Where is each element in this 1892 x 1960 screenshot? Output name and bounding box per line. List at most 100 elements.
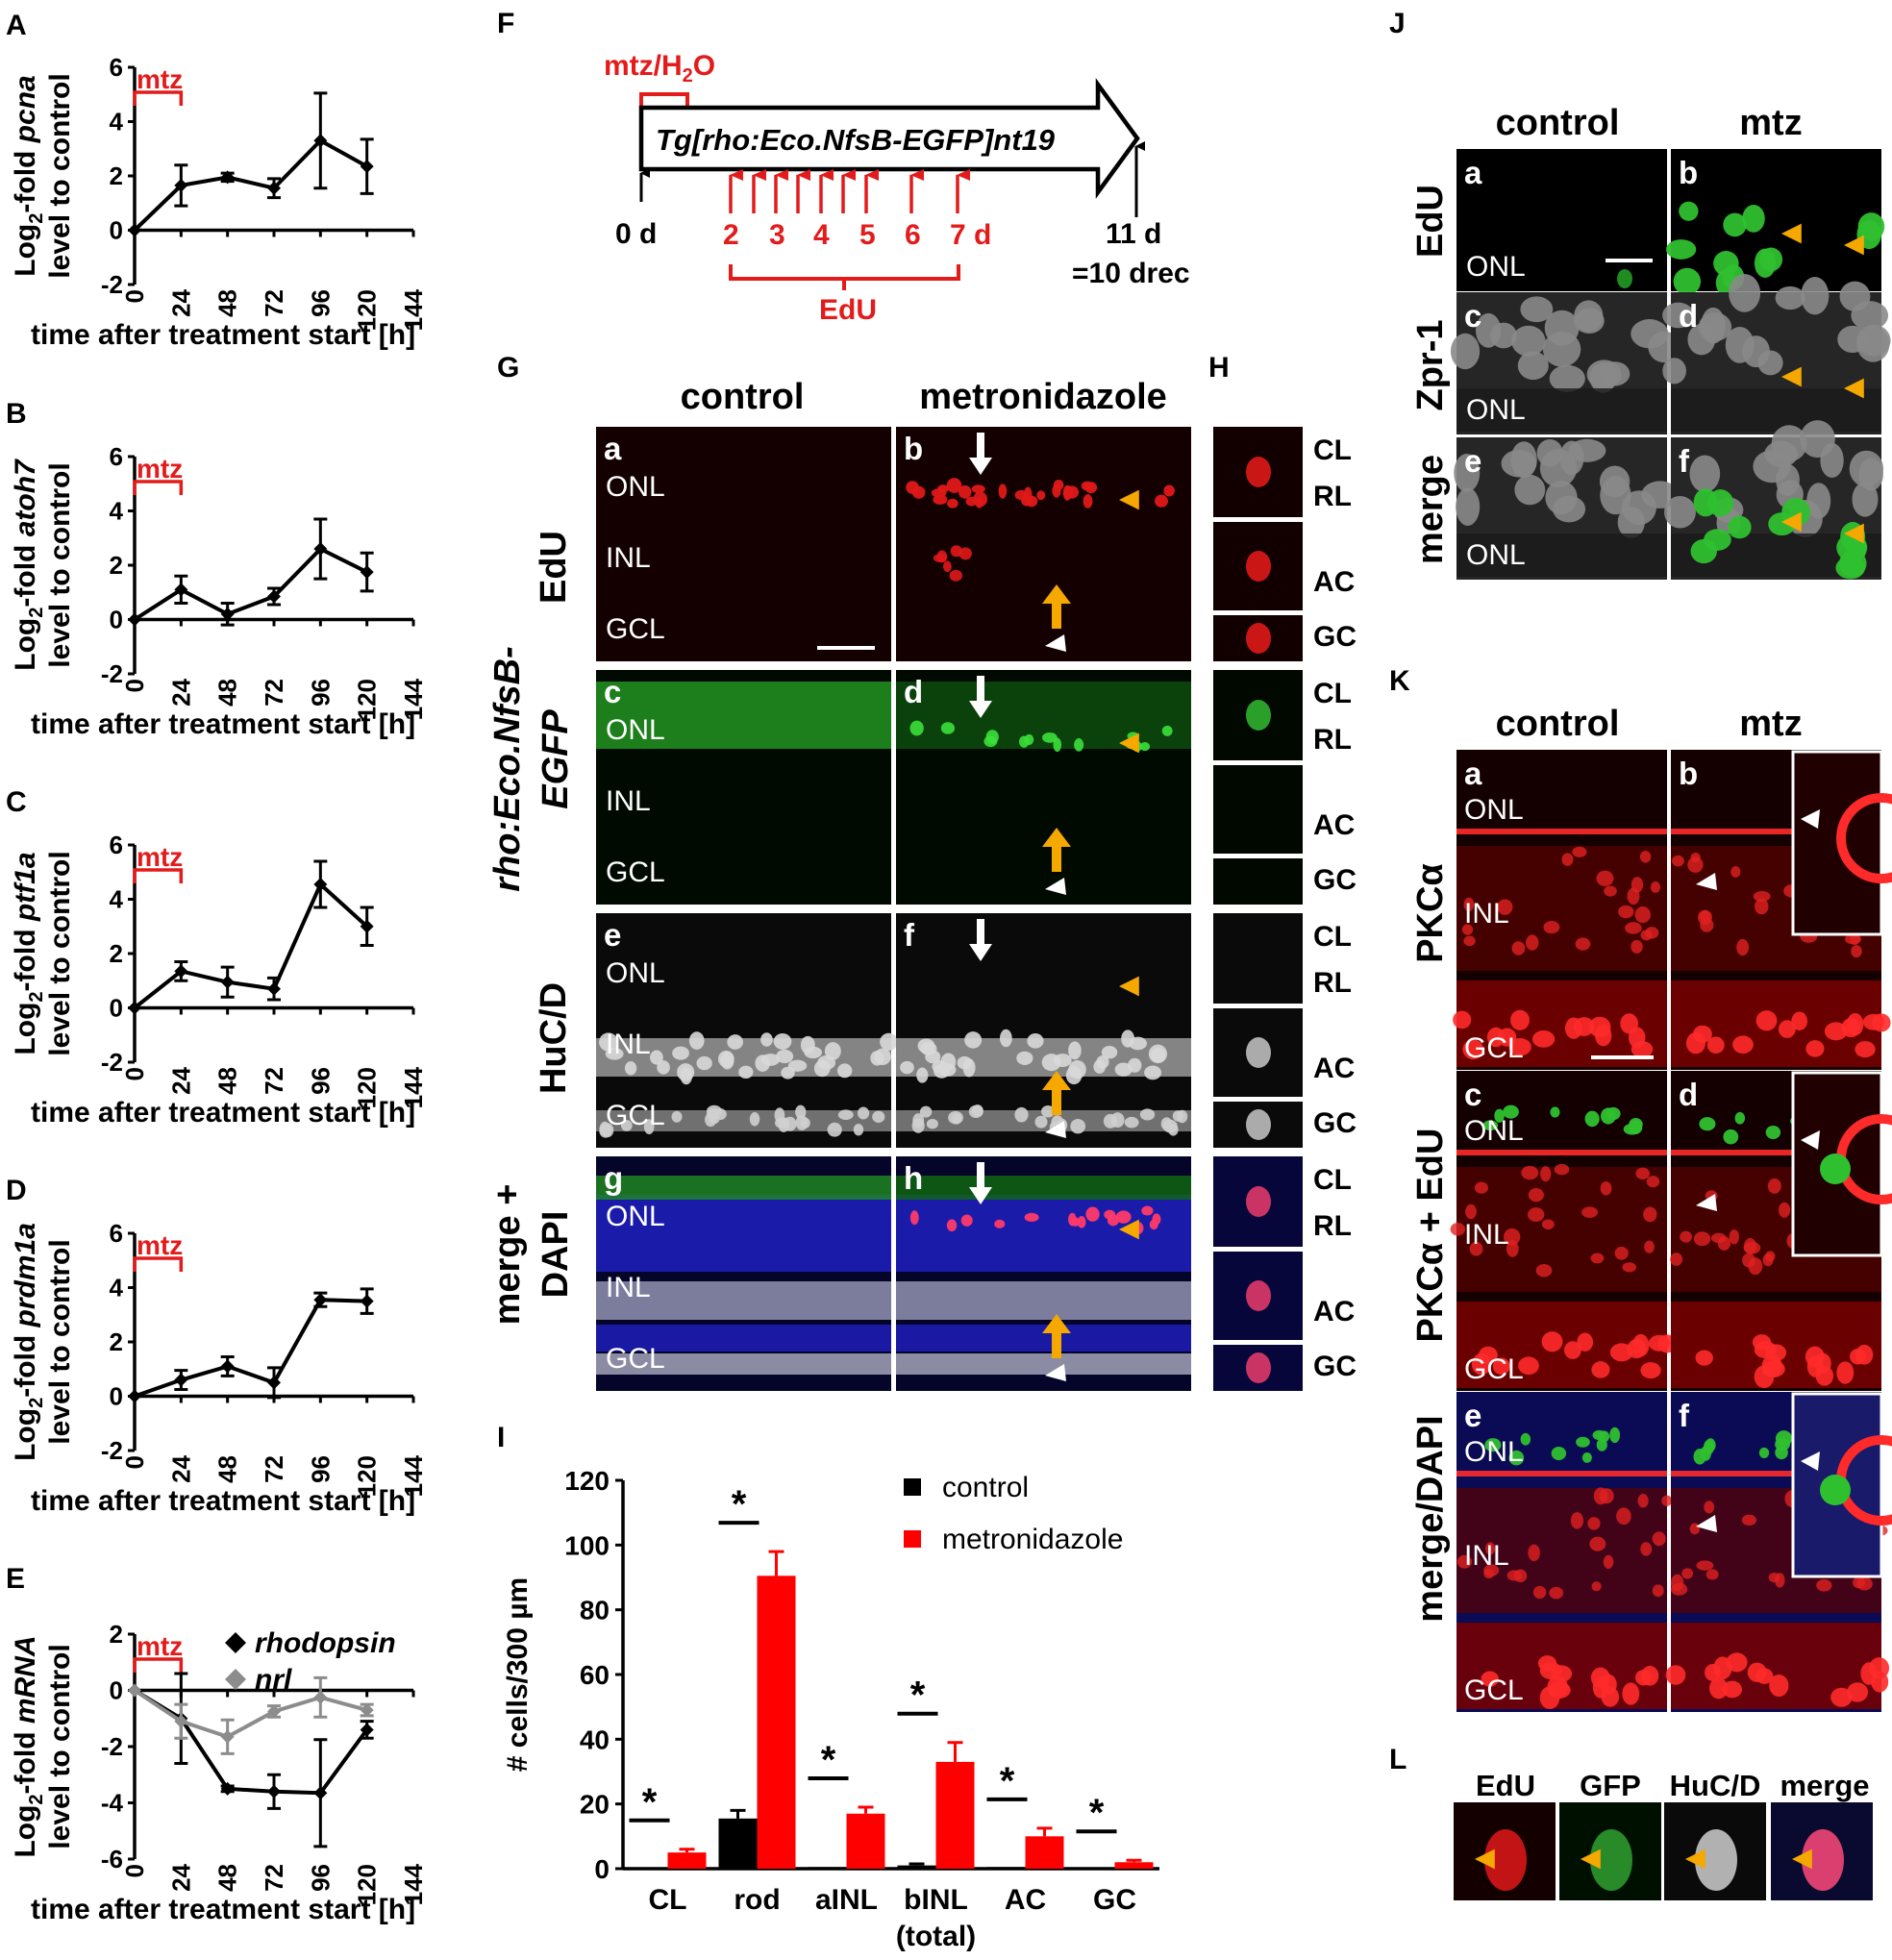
y-axis-label-line2: level to control xyxy=(44,462,76,667)
panel-l-image-huc/d xyxy=(1664,1802,1766,1900)
cell-signal xyxy=(909,720,924,736)
y-tick-label: 0 xyxy=(110,994,123,1023)
cell-signal xyxy=(1581,1451,1592,1463)
cell-signal xyxy=(1775,1430,1793,1447)
cell-signal xyxy=(1648,1334,1671,1352)
bar-error xyxy=(730,1808,746,1819)
cell-signal xyxy=(1713,1656,1732,1680)
y-tick-label: -2 xyxy=(101,1048,123,1077)
cell-signal xyxy=(1484,1438,1502,1452)
timeline-day-5: 5 xyxy=(859,219,876,251)
layer-label-gcl: GCL xyxy=(606,1343,665,1375)
x-tick-label: 72 xyxy=(260,1864,288,1892)
cell-signal xyxy=(1622,1262,1637,1273)
cell-signal xyxy=(1599,465,1631,498)
x-axis-label: time after treatment start [h] xyxy=(31,1485,415,1517)
pointer-arrowhead xyxy=(1844,378,1864,399)
pointer-arrowhead xyxy=(1781,511,1802,533)
layer-label-onl: ONL xyxy=(606,957,665,989)
cell-signal xyxy=(1034,1115,1048,1129)
cell-signal xyxy=(1577,1332,1594,1352)
panel-g-image-h: h xyxy=(896,1156,1191,1391)
cell-signal xyxy=(760,1054,781,1066)
cell-signal xyxy=(1758,1447,1770,1458)
panel-g-row-label-hucd: HuC/D xyxy=(534,982,574,1094)
layer-label-onl: ONL xyxy=(1464,794,1524,826)
cell-signal xyxy=(1537,1655,1557,1672)
cell-signal xyxy=(1768,512,1796,536)
treatment-label: mtz xyxy=(137,64,183,94)
bar-control-aINL xyxy=(808,1867,847,1869)
cell-signal xyxy=(1462,1039,1484,1060)
white-down-arrow xyxy=(969,1162,992,1204)
x-tick-label: 144 xyxy=(399,1066,428,1108)
panel-h-inset xyxy=(1213,765,1303,854)
data-point xyxy=(174,178,188,192)
cell-signal xyxy=(1635,1167,1650,1180)
pointer-arrowhead xyxy=(1792,1848,1812,1870)
cell-signal xyxy=(1128,1057,1142,1073)
subpanel-letter: f xyxy=(1679,443,1690,479)
x-tick-label: 144 xyxy=(399,1863,428,1905)
panel-l-image-merge xyxy=(1771,1802,1873,1900)
layer-label-inl: INL xyxy=(1464,898,1509,930)
white-arrowhead xyxy=(1801,809,1820,829)
white-arrowhead xyxy=(1045,1364,1066,1381)
cell-signal xyxy=(1730,866,1741,878)
layer-label-inl: INL xyxy=(1464,1540,1509,1572)
cell-signal xyxy=(1791,1011,1808,1030)
cell-signal xyxy=(1650,881,1661,893)
panel-letter-l: L xyxy=(1389,1744,1407,1775)
panel-g-row-label-edu: EdU xyxy=(534,531,574,604)
data-point xyxy=(128,1683,141,1698)
white-arrowhead xyxy=(1801,1130,1820,1150)
cell-signal xyxy=(800,1035,815,1054)
treatment-label: mtz xyxy=(137,842,183,872)
panel-j-header-control: control xyxy=(1496,103,1620,143)
white-arrowhead xyxy=(1045,1121,1066,1138)
cell-signal xyxy=(1536,438,1563,467)
cell-signal xyxy=(1775,285,1805,310)
data-point xyxy=(174,1714,188,1728)
y-tick-label: 4 xyxy=(110,497,124,526)
cell-signal xyxy=(1587,1517,1601,1530)
cell-signal xyxy=(1604,885,1617,897)
bar-legend-label-metronidazole: metronidazole xyxy=(942,1524,1123,1555)
panel-k-image-d: d xyxy=(1670,1071,1892,1391)
cell-signal xyxy=(994,1219,1006,1228)
cell-signal xyxy=(1699,1117,1716,1131)
tissue-band xyxy=(596,1176,891,1200)
image-background xyxy=(896,427,1191,661)
cell-signal xyxy=(1463,935,1476,947)
cell-signal xyxy=(620,1120,633,1131)
x-axis-label: time after treatment start [h] xyxy=(31,708,415,740)
data-point xyxy=(360,1702,374,1717)
panel-h-inset xyxy=(1213,913,1303,1004)
subpanel-letter: d xyxy=(1679,1077,1698,1112)
timeline-treatment-bracket xyxy=(639,92,689,109)
data-point xyxy=(220,607,235,621)
x-tick-label: 24 xyxy=(166,678,195,706)
bar-metronidazole-AC xyxy=(1025,1836,1064,1869)
cell-signal xyxy=(1689,1523,1701,1535)
cell-signal xyxy=(1851,945,1862,958)
bar-category-label-aINL: aINL xyxy=(815,1884,878,1916)
y-tick-label: -2 xyxy=(101,1436,123,1465)
bar-y-tick-label: 80 xyxy=(580,1596,610,1625)
layer-label-gcl: GCL xyxy=(1464,1675,1524,1706)
timeline-start: 0 d xyxy=(615,218,657,250)
cell-signal xyxy=(1617,269,1632,288)
tissue-band xyxy=(596,1353,891,1375)
cell-signal xyxy=(1600,361,1631,386)
panel-g-image-b: b xyxy=(896,427,1191,661)
cell-signal xyxy=(1637,1493,1649,1508)
cell-signal xyxy=(1755,1010,1778,1031)
cell-signal xyxy=(1497,899,1513,915)
layer-label-inl: INL xyxy=(1464,1219,1509,1251)
panel-h-inset xyxy=(1213,858,1303,905)
y-tick-label: 2 xyxy=(110,939,123,968)
cell-signal xyxy=(1591,1581,1602,1592)
cell-signal xyxy=(1690,852,1701,863)
y-axis-label-line2: level to control xyxy=(44,1644,76,1848)
